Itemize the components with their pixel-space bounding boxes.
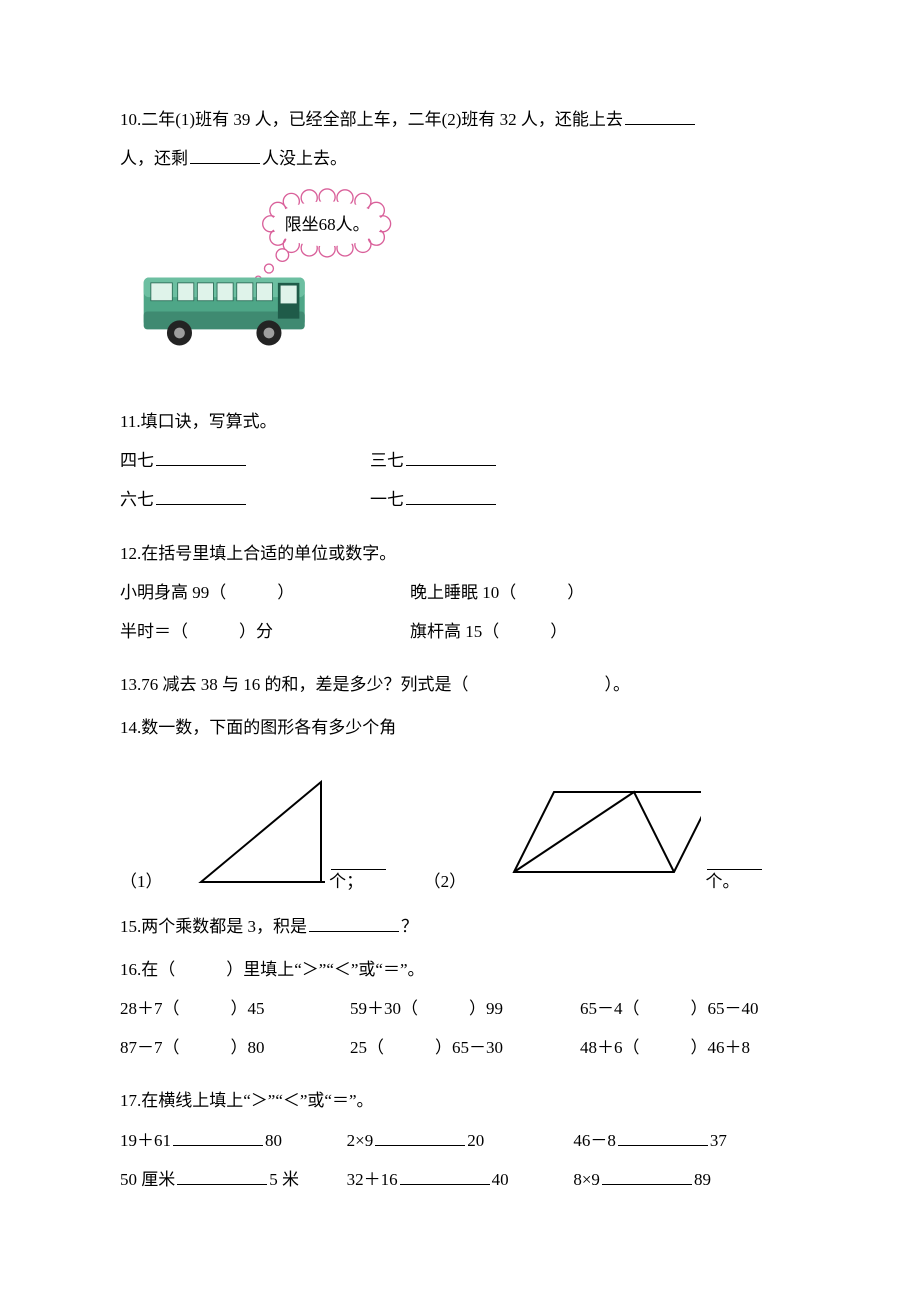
q10-number: 10. xyxy=(120,110,141,129)
q15-blank[interactable] xyxy=(309,914,399,932)
q17-r2a-suf: 5 米 xyxy=(269,1170,299,1189)
q11-title: 填口诀，写算式。 xyxy=(141,412,277,431)
q17-r2b-pre: 32＋16 xyxy=(347,1170,398,1189)
q14-number: 14. xyxy=(120,718,141,737)
q12-r2a: 半时＝（ ）分 xyxy=(120,612,410,651)
q12-title: 在括号里填上合适的单位或数字。 xyxy=(141,544,396,563)
q17-r2c-pre: 8×9 xyxy=(573,1170,600,1189)
q17-r2c-suf: 89 xyxy=(694,1170,711,1189)
q16-row2: 87－7（ ）80 25（ ）65－30 48＋6（ ）46＋8 xyxy=(120,1028,800,1067)
q17-row1: 19＋61 80 2×9 20 46－8 37 xyxy=(120,1121,800,1160)
bus-icon xyxy=(144,278,305,346)
q17-r1b-blank[interactable] xyxy=(375,1128,465,1146)
q17: 17.在横线上填上“＞”“＜”或“＝”。 xyxy=(120,1081,800,1120)
q17-r1c-suf: 37 xyxy=(710,1131,727,1150)
q15-number: 15. xyxy=(120,917,141,936)
q14-triangle xyxy=(171,772,326,892)
q11-c: 六七 xyxy=(120,490,154,509)
q17-r1a-blank[interactable] xyxy=(173,1128,263,1146)
q11-b: 三七 xyxy=(370,451,404,470)
q13-number: 13. xyxy=(120,675,141,694)
q11-row2: 六七 一七 xyxy=(120,480,800,519)
q16-r2b: 25（ ）65－30 xyxy=(350,1028,580,1067)
q16: 16.在（ ）里填上“＞”“＜”或“＝”。 xyxy=(120,950,800,989)
q12-number: 12. xyxy=(120,544,141,563)
thought-bubble: 限坐68人。 xyxy=(255,189,391,283)
q14-parallelogram xyxy=(474,772,701,892)
q11-row1: 四七 三七 xyxy=(120,441,800,480)
q16-r2a: 87－7（ ）80 xyxy=(120,1028,350,1067)
q12-r1b: 晚上睡眠 10（ ） xyxy=(410,573,584,612)
q11-blank-a[interactable] xyxy=(156,448,246,466)
q12: 12.在括号里填上合适的单位或数字。 xyxy=(120,534,800,573)
q10-part-b: 人，还剩 xyxy=(120,149,188,168)
q12-r2b: 旗杆高 15（ ） xyxy=(410,612,567,651)
q17-r1c-pre: 46－8 xyxy=(573,1131,616,1150)
q14-blank-2[interactable] xyxy=(707,852,762,870)
q17-r1b-suf: 20 xyxy=(467,1131,484,1150)
q11-blank-d[interactable] xyxy=(406,487,496,505)
q16-title: 在（ ）里填上“＞”“＜”或“＝”。 xyxy=(141,960,424,979)
q14-blank-1[interactable] xyxy=(331,852,386,870)
q14-title: 数一数，下面的图形各有多少个角 xyxy=(141,718,396,737)
q11-number: 11. xyxy=(120,412,141,431)
q17-title: 在横线上填上“＞”“＜”或“＝”。 xyxy=(141,1091,373,1110)
q12-row1: 小明身高 99（ ） 晚上睡眠 10（ ） xyxy=(120,573,800,612)
q14-figures: （1） 个； （2） 个。 xyxy=(120,772,800,892)
q11: 11.填口诀，写算式。 xyxy=(120,402,800,441)
q17-r1a-pre: 19＋61 xyxy=(120,1131,171,1150)
q14-label-2: （2） xyxy=(424,873,467,890)
q15: 15.两个乘数都是 3，积是 ？ xyxy=(120,907,800,946)
q14-label-1: （1） xyxy=(120,873,163,890)
q11-blank-c[interactable] xyxy=(156,487,246,505)
q11-d: 一七 xyxy=(370,490,404,509)
q12-row2: 半时＝（ ）分 旗杆高 15（ ） xyxy=(120,612,800,651)
q15-text-b: ？ xyxy=(401,917,418,936)
q16-row1: 28＋7（ ）45 59＋30（ ）99 65－4（ ）65－40 xyxy=(120,989,800,1028)
q16-r2c: 48＋6（ ）46＋8 xyxy=(580,1028,750,1067)
q17-r2a-blank[interactable] xyxy=(177,1167,267,1185)
bubble-text: 限坐68人。 xyxy=(285,215,370,234)
q16-r1a: 28＋7（ ）45 xyxy=(120,989,350,1028)
q10-blank-1[interactable] xyxy=(625,107,695,125)
q17-r1b-pre: 2×9 xyxy=(347,1131,374,1150)
q10-blank-2[interactable] xyxy=(190,146,260,164)
q17-row2: 50 厘米 5 米 32＋16 40 8×9 89 xyxy=(120,1160,800,1199)
q10-text: 10.二年(1)班有 39 人，已经全部上车，二年(2)班有 32 人，还能上去… xyxy=(120,100,800,178)
q14-suf-2: 个。 xyxy=(705,872,739,891)
q16-number: 16. xyxy=(120,960,141,979)
q17-r1c-blank[interactable] xyxy=(618,1128,708,1146)
q17-r1a-suf: 80 xyxy=(265,1131,282,1150)
q10-bus-illustration: 限坐68人。 xyxy=(120,188,400,358)
q17-r2a-pre: 50 厘米 xyxy=(120,1170,175,1189)
q17-r2b-blank[interactable] xyxy=(400,1167,490,1185)
q15-text-a: 两个乘数都是 3，积是 xyxy=(141,917,307,936)
q16-r1c: 65－4（ ）65－40 xyxy=(580,989,759,1028)
q17-r2c-blank[interactable] xyxy=(602,1167,692,1185)
q10-part-c: 人没上去。 xyxy=(262,149,347,168)
q10-part-a: 二年(1)班有 39 人，已经全部上车，二年(2)班有 32 人，还能上去 xyxy=(141,110,623,129)
q14: 14.数一数，下面的图形各有多少个角 xyxy=(120,708,800,747)
worksheet-page: 10.二年(1)班有 39 人，已经全部上车，二年(2)班有 32 人，还能上去… xyxy=(0,0,920,1302)
q11-a: 四七 xyxy=(120,451,154,470)
q11-blank-b[interactable] xyxy=(406,448,496,466)
q17-r2b-suf: 40 xyxy=(492,1170,509,1189)
q14-suf-1: 个； xyxy=(329,872,363,891)
q17-number: 17. xyxy=(120,1091,141,1110)
q16-r1b: 59＋30（ ）99 xyxy=(350,989,580,1028)
q13-text: 76 减去 38 与 16 的和，差是多少？列式是（ ）。 xyxy=(141,675,630,694)
q12-r1a: 小明身高 99（ ） xyxy=(120,573,410,612)
q13: 13.76 减去 38 与 16 的和，差是多少？列式是（ ）。 xyxy=(120,665,800,704)
